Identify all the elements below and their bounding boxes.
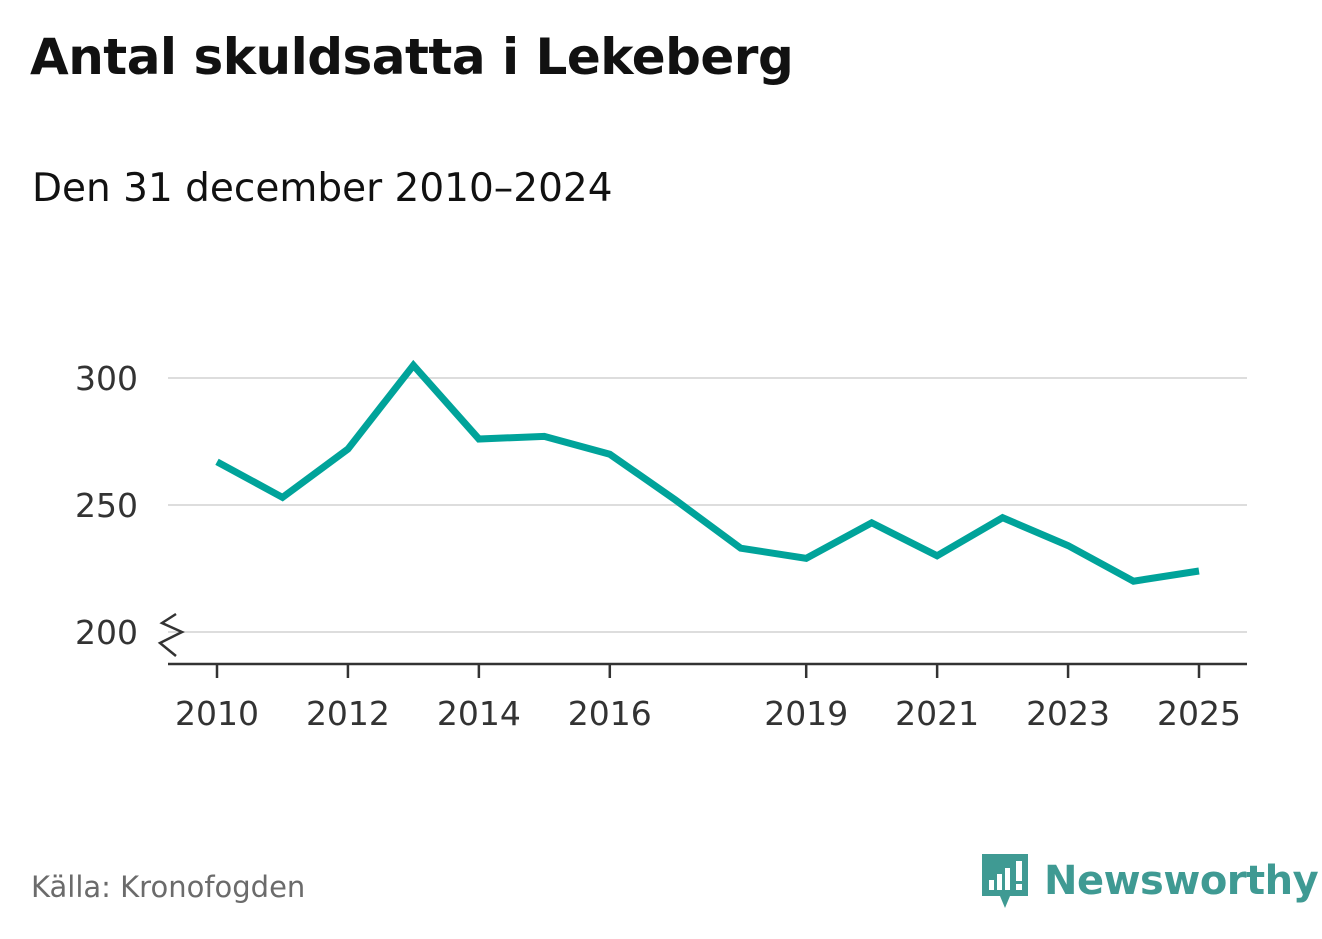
x-tick-label-2016: 2016	[568, 694, 652, 733]
x-tick-label-2025: 2025	[1157, 694, 1241, 733]
chart-subtitle: Den 31 december 2010–2024	[32, 166, 613, 211]
series-line-0	[215, 359, 1200, 585]
x-axis	[157, 612, 1247, 678]
y-tick-label-300: 300	[75, 359, 138, 398]
x-tick-label-2010: 2010	[175, 694, 259, 733]
gridlines	[168, 377, 1247, 633]
x-tick-label-2012: 2012	[306, 694, 390, 733]
x-tick-label-2021: 2021	[895, 694, 979, 733]
y-tick-label-250: 250	[75, 486, 138, 525]
brand-name: Newsworthy	[1044, 858, 1319, 904]
newsworthy-logo: Newsworthy	[980, 850, 1319, 912]
y-tick-label-200: 200	[75, 613, 138, 652]
newsworthy-logo-icon	[982, 854, 1028, 908]
x-tick-label-2019: 2019	[764, 694, 848, 733]
x-tick-label-2014: 2014	[437, 694, 521, 733]
chart-title: Antal skuldsatta i Lekeberg	[30, 28, 794, 86]
tick-labels: 200 250 300 2010 2012 2014 2016 2019 2021 2023 202…	[75, 359, 1241, 733]
series-layer	[215, 359, 1200, 585]
y-axis-break	[157, 612, 185, 657]
x-tick-label-2023: 2023	[1026, 694, 1110, 733]
source-note: Källa: Kronofogden	[31, 870, 306, 904]
